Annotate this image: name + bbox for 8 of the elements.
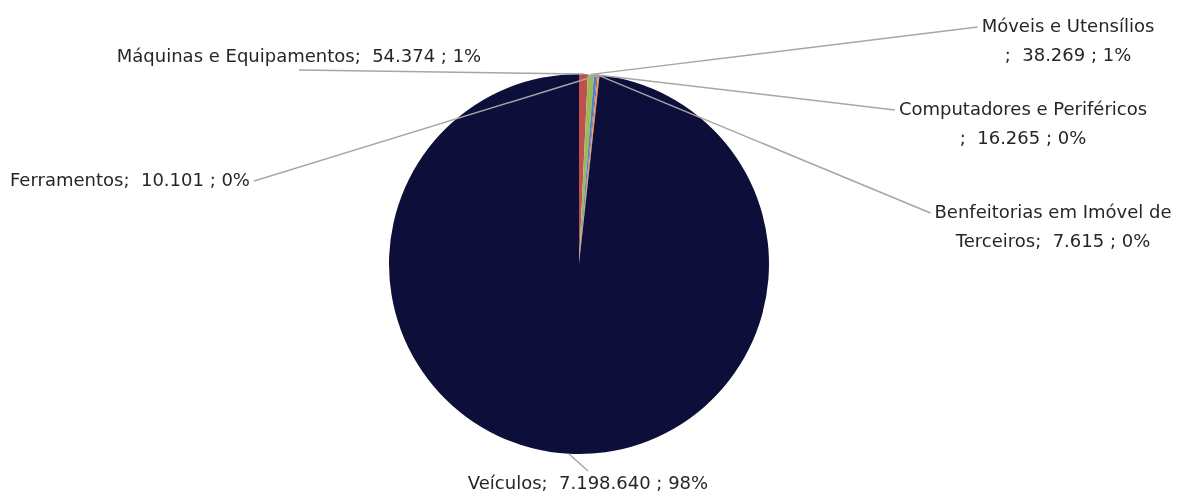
slice-label: Móveis e Utensílios — [981, 14, 1155, 36]
data-label: ; 38.269 ; 1% — [1004, 43, 1132, 65]
slice-label: Ferramentos; 10.101 ; 0% — [10, 168, 250, 190]
slice-label: Veículos; 7.198.640 ; 98% — [467, 471, 709, 493]
slice-label: Máquinas e Equipamentos; 54.374 ; 1% — [116, 44, 482, 66]
slice-label: Benfeitorias em Imóvel de Terceiros; 7.615 ; 0% — [934, 200, 1172, 251]
data-label: ; 16.265 ; 0% — [959, 126, 1087, 148]
slice-label: Computadores e Periféricos — [898, 97, 1148, 119]
